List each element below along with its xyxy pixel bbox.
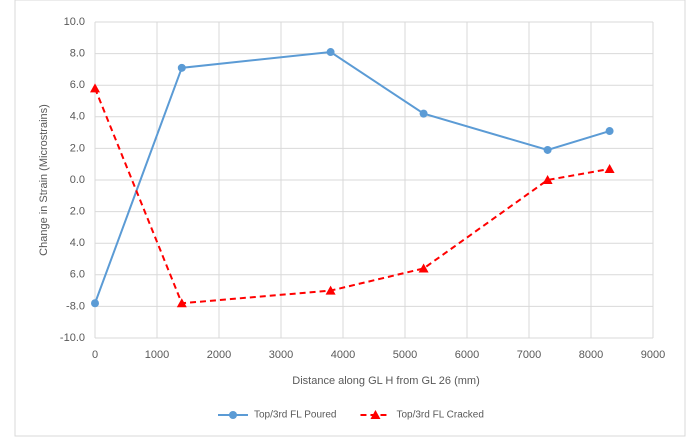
- legend-label: Top/3rd FL Poured: [254, 410, 336, 421]
- point: [325, 285, 336, 295]
- x-tick-label: 9000: [641, 349, 665, 361]
- point: [91, 299, 99, 308]
- y-tick-label: 0.0: [70, 174, 85, 186]
- point: [542, 175, 553, 184]
- y-tick-label: 6.0: [70, 79, 85, 91]
- y-tick-label: 4.0: [70, 111, 85, 123]
- point: [326, 48, 335, 57]
- x-tick-label: 5000: [393, 349, 417, 361]
- legend-marker: [370, 410, 381, 419]
- point: [90, 83, 100, 93]
- x-axis-title: Distance along GL H from GL 26 (mm): [292, 375, 479, 387]
- legend-label: Top/3rd FL Cracked: [396, 410, 483, 421]
- x-tick-label: 2000: [207, 349, 231, 361]
- x-tick-label: 7000: [517, 349, 541, 361]
- point: [604, 163, 615, 173]
- legend-marker: [229, 411, 237, 419]
- x-tick-label: 4000: [331, 349, 355, 361]
- point: [176, 298, 187, 308]
- point: [177, 63, 186, 72]
- y-tick-label: -8.0: [66, 300, 85, 312]
- y-axis-title: Change in Strain (Microstrains): [38, 104, 50, 256]
- series-line: [94, 50, 610, 304]
- x-tick-label: 0: [92, 349, 98, 361]
- point: [543, 145, 552, 154]
- x-tick-label: 3000: [269, 349, 293, 361]
- y-tick-label: 8.0: [70, 48, 85, 60]
- point: [605, 127, 614, 136]
- series-line: [94, 87, 610, 305]
- x-tick-label: 6000: [455, 349, 479, 361]
- point: [418, 263, 429, 273]
- y-tick-label: -10.0: [60, 332, 85, 344]
- y-tick-label: 2.0: [70, 206, 85, 218]
- y-tick-label: 6.0: [70, 269, 85, 281]
- x-tick-label: 8000: [579, 349, 603, 361]
- x-tick-label: 1000: [145, 349, 169, 361]
- y-tick-label: 2.0: [70, 142, 85, 154]
- point: [419, 109, 428, 118]
- y-tick-label: 4.0: [70, 237, 85, 249]
- y-tick-label: 10.0: [64, 16, 85, 28]
